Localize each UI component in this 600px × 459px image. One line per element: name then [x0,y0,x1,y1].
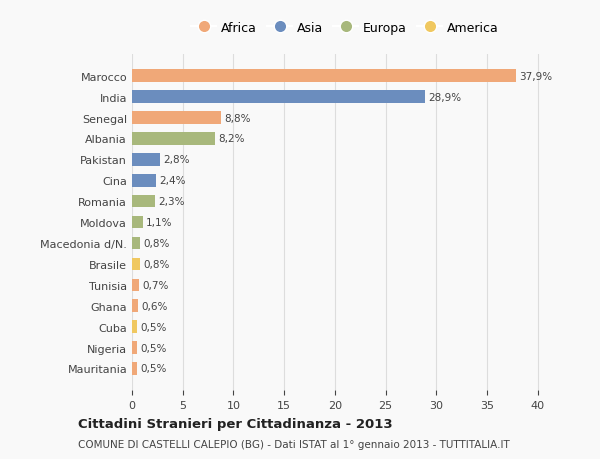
Text: 1,1%: 1,1% [146,218,173,228]
Text: 2,4%: 2,4% [160,176,186,186]
Text: 2,3%: 2,3% [158,197,185,207]
Text: 28,9%: 28,9% [428,92,461,102]
Text: 0,8%: 0,8% [143,239,170,248]
Bar [132,112,221,124]
Text: 2,8%: 2,8% [163,155,190,165]
Text: 0,7%: 0,7% [142,280,169,290]
Bar [132,321,137,333]
Bar [132,133,215,146]
Bar [132,237,140,250]
Text: Cittadini Stranieri per Cittadinanza - 2013: Cittadini Stranieri per Cittadinanza - 2… [78,417,392,430]
Bar [132,91,425,104]
Text: 0,6%: 0,6% [141,301,167,311]
Text: 0,5%: 0,5% [140,322,166,332]
Bar [132,300,138,312]
Text: 8,2%: 8,2% [218,134,245,144]
Bar [132,196,155,208]
Bar [132,363,137,375]
Bar [132,279,139,291]
Text: COMUNE DI CASTELLI CALEPIO (BG) - Dati ISTAT al 1° gennaio 2013 - TUTTITALIA.IT: COMUNE DI CASTELLI CALEPIO (BG) - Dati I… [78,440,510,449]
Text: 0,5%: 0,5% [140,343,166,353]
Legend: Africa, Asia, Europa, America: Africa, Asia, Europa, America [187,18,503,38]
Bar [132,174,157,187]
Bar [132,258,140,271]
Text: 0,8%: 0,8% [143,259,170,269]
Bar [132,341,137,354]
Bar [132,70,517,83]
Bar [132,216,143,229]
Text: 8,8%: 8,8% [224,113,251,123]
Text: 37,9%: 37,9% [520,72,553,82]
Text: 0,5%: 0,5% [140,364,166,374]
Bar [132,154,160,166]
